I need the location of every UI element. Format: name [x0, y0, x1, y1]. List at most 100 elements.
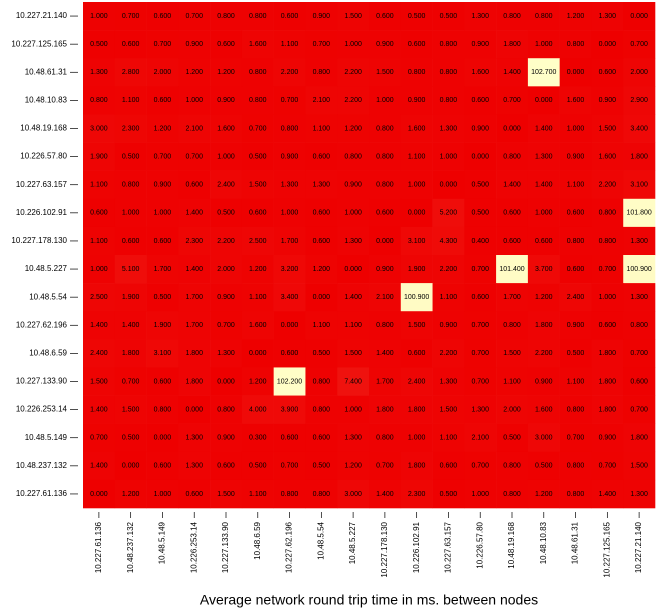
cell-label: 0.800 [376, 182, 394, 189]
cell-label: 3.700 [535, 266, 553, 273]
cell-label: 0.800 [440, 69, 458, 76]
heatmap-cell [400, 142, 433, 171]
heatmap-cell [432, 311, 465, 340]
cell-label: 0.600 [122, 238, 140, 245]
x-tick-label: 10.48.5.54 [316, 521, 325, 559]
cell-label: 0.800 [313, 406, 331, 413]
heatmap-cell [210, 114, 243, 143]
cell-label: 1.600 [599, 153, 617, 160]
heatmap-cell [273, 395, 306, 424]
heatmap-cell [369, 114, 402, 143]
cell-label: 0.900 [567, 322, 585, 329]
y-tick-label: 10.48.10.83 [25, 95, 68, 104]
cell-label: 0.600 [154, 463, 172, 470]
cell-label: 0.700 [154, 153, 172, 160]
heatmap-cell [400, 86, 433, 115]
heatmap-cell [559, 311, 592, 340]
cell-label: 0.900 [344, 182, 362, 189]
heatmap-cell [432, 2, 465, 31]
cell-label: 0.600 [313, 238, 331, 245]
heatmap-cell [432, 58, 465, 87]
heatmap-cell [210, 311, 243, 340]
heatmap-cell [210, 255, 243, 284]
cell-label: 0.500 [249, 153, 267, 160]
heatmap-cell [591, 339, 624, 368]
cell-label: 1.500 [344, 13, 362, 20]
cell-label: 1.800 [185, 350, 203, 357]
heatmap-cell [527, 170, 560, 200]
heatmap-cell [623, 58, 656, 87]
heatmap-cell [178, 283, 211, 312]
heatmap-cell [305, 367, 338, 396]
heatmap-cell [114, 30, 147, 59]
cell-label: 1.100 [122, 97, 140, 104]
heatmap-cell [273, 2, 306, 31]
heatmap-cell [559, 479, 592, 509]
heatmap-cell [432, 255, 465, 284]
cell-label: 1.000 [90, 266, 108, 273]
cell-label: 1.400 [535, 125, 553, 132]
heatmap-cell [337, 339, 370, 368]
cell-label: 0.000 [440, 182, 458, 189]
x-tick-label: 10.48.61.31 [571, 521, 580, 564]
cell-label: 1.500 [249, 182, 267, 189]
heatmap-cell [496, 339, 529, 368]
x-tick-label: 10.227.61.136 [94, 521, 103, 573]
cell-label: 1.200 [344, 463, 362, 470]
cell-label: 0.600 [567, 210, 585, 217]
x-tick-label: 10.227.63.157 [444, 521, 453, 573]
cell-label: 2.500 [249, 238, 267, 245]
heatmap-cell [83, 142, 116, 171]
cell-label: 1.000 [344, 41, 362, 48]
y-tick-label: 10.48.237.132 [16, 461, 68, 470]
x-tick-label: 10.227.178.130 [380, 521, 389, 577]
cell-label: 0.700 [471, 463, 489, 470]
cell-label: 0.900 [281, 153, 299, 160]
cell-label: 0.800 [503, 463, 521, 470]
heatmap-cell [464, 255, 497, 284]
x-tick-label: 10.48.5.149 [158, 521, 167, 564]
heatmap-cell [464, 311, 497, 340]
cell-label: 1.300 [630, 238, 648, 245]
y-tick-label: 10.48.19.168 [20, 124, 67, 133]
heatmap-cell [591, 311, 624, 340]
cell-label: 0.700 [503, 97, 521, 104]
heatmap-cell [210, 30, 243, 59]
cell-label: 0.600 [313, 435, 331, 442]
heatmap-cell [178, 30, 211, 59]
heatmap-cell [210, 86, 243, 115]
cell-label: 0.000 [122, 463, 140, 470]
heatmap-cell [83, 339, 116, 368]
heatmap-cell [527, 311, 560, 340]
cell-label: 0.600 [154, 378, 172, 385]
heatmap-cell [273, 170, 306, 200]
cell-label: 5.200 [440, 210, 458, 217]
heatmap-cell [527, 423, 560, 453]
heatmap-cell [178, 86, 211, 115]
heatmap-cell [83, 311, 116, 340]
heatmap-cell [559, 2, 592, 31]
heatmap-cell [114, 283, 147, 312]
cell-label: 0.500 [313, 463, 331, 470]
heatmap-cell [400, 58, 433, 87]
heatmap-cell [114, 339, 147, 368]
heatmap-cell [400, 283, 433, 312]
cell-label: 0.000 [567, 69, 585, 76]
heatmap-cell [464, 226, 497, 256]
cell-label: 0.800 [599, 210, 617, 217]
cell-label: 1.200 [122, 491, 140, 498]
heatmap-cell [178, 451, 211, 481]
x-tick-label: 10.48.19.168 [507, 521, 516, 568]
heatmap-cell [400, 311, 433, 340]
cell-label: 0.500 [408, 13, 426, 20]
heatmap-cell [464, 170, 497, 200]
cell-label: 1.200 [217, 69, 235, 76]
heatmap-cell [464, 114, 497, 143]
cell-label: 0.700 [249, 125, 267, 132]
heatmap-cell [464, 451, 497, 481]
cell-label: 1.300 [630, 491, 648, 498]
heatmap-cell [623, 255, 656, 284]
cell-label: 0.800 [630, 322, 648, 329]
cell-label: 0.700 [122, 378, 140, 385]
cell-label: 0.800 [567, 406, 585, 413]
